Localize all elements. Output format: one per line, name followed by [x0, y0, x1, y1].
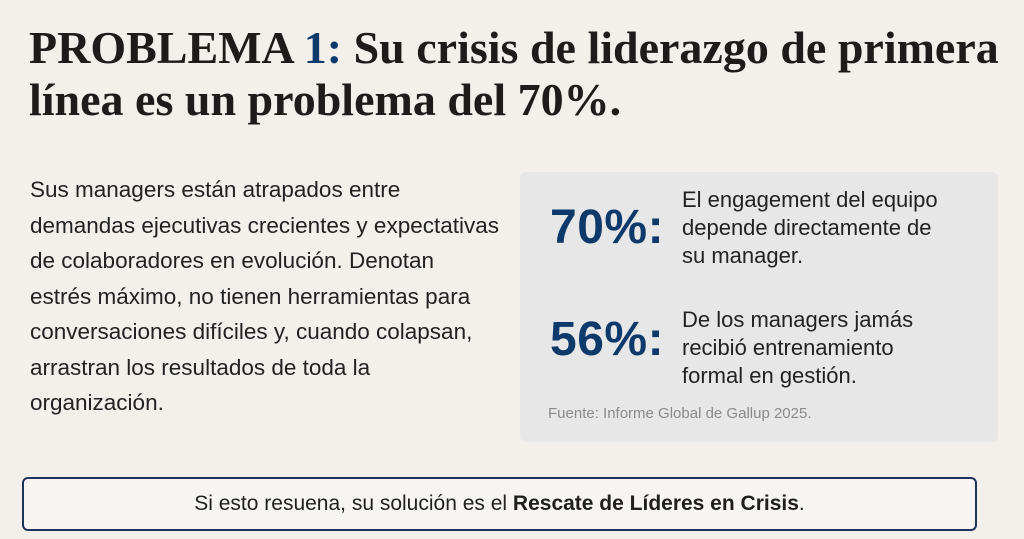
cta-text: Si esto resuena, su solución es el — [194, 492, 513, 515]
cta-highlight: Rescate de Líderes en Crisis — [512, 492, 799, 515]
stat-value: 56%: — [550, 313, 665, 366]
stat-value: 70%: — [550, 201, 665, 254]
cta-end: . — [798, 492, 805, 515]
stats-card: 70%: El engagement del equipo depende di… — [520, 172, 998, 442]
cta-banner: Si esto resuena, su solución es el Resca… — [22, 477, 977, 531]
slide-title: PROBLEMA 1: Su crisis de liderazgo de pr… — [29, 22, 1009, 126]
title-prefix: PROBLEMA — [29, 22, 304, 73]
source-note: Fuente: Informe Global de Gallup 2025. — [548, 405, 812, 422]
stat-description: El engagement del equipo depende directa… — [682, 187, 938, 268]
title-number: 1: — [303, 22, 343, 73]
stat-description: De los managers jamás recibió entrenamie… — [682, 307, 914, 388]
body-paragraph: Sus managers están atrapados entre deman… — [30, 177, 499, 415]
stat-item: 70%: El engagement del equipo depende di… — [550, 186, 942, 270]
stat-item: 56%: De los managers jamás recibió entre… — [550, 306, 942, 390]
title-rest: Su crisis de liderazgo de primera línea … — [29, 22, 999, 125]
